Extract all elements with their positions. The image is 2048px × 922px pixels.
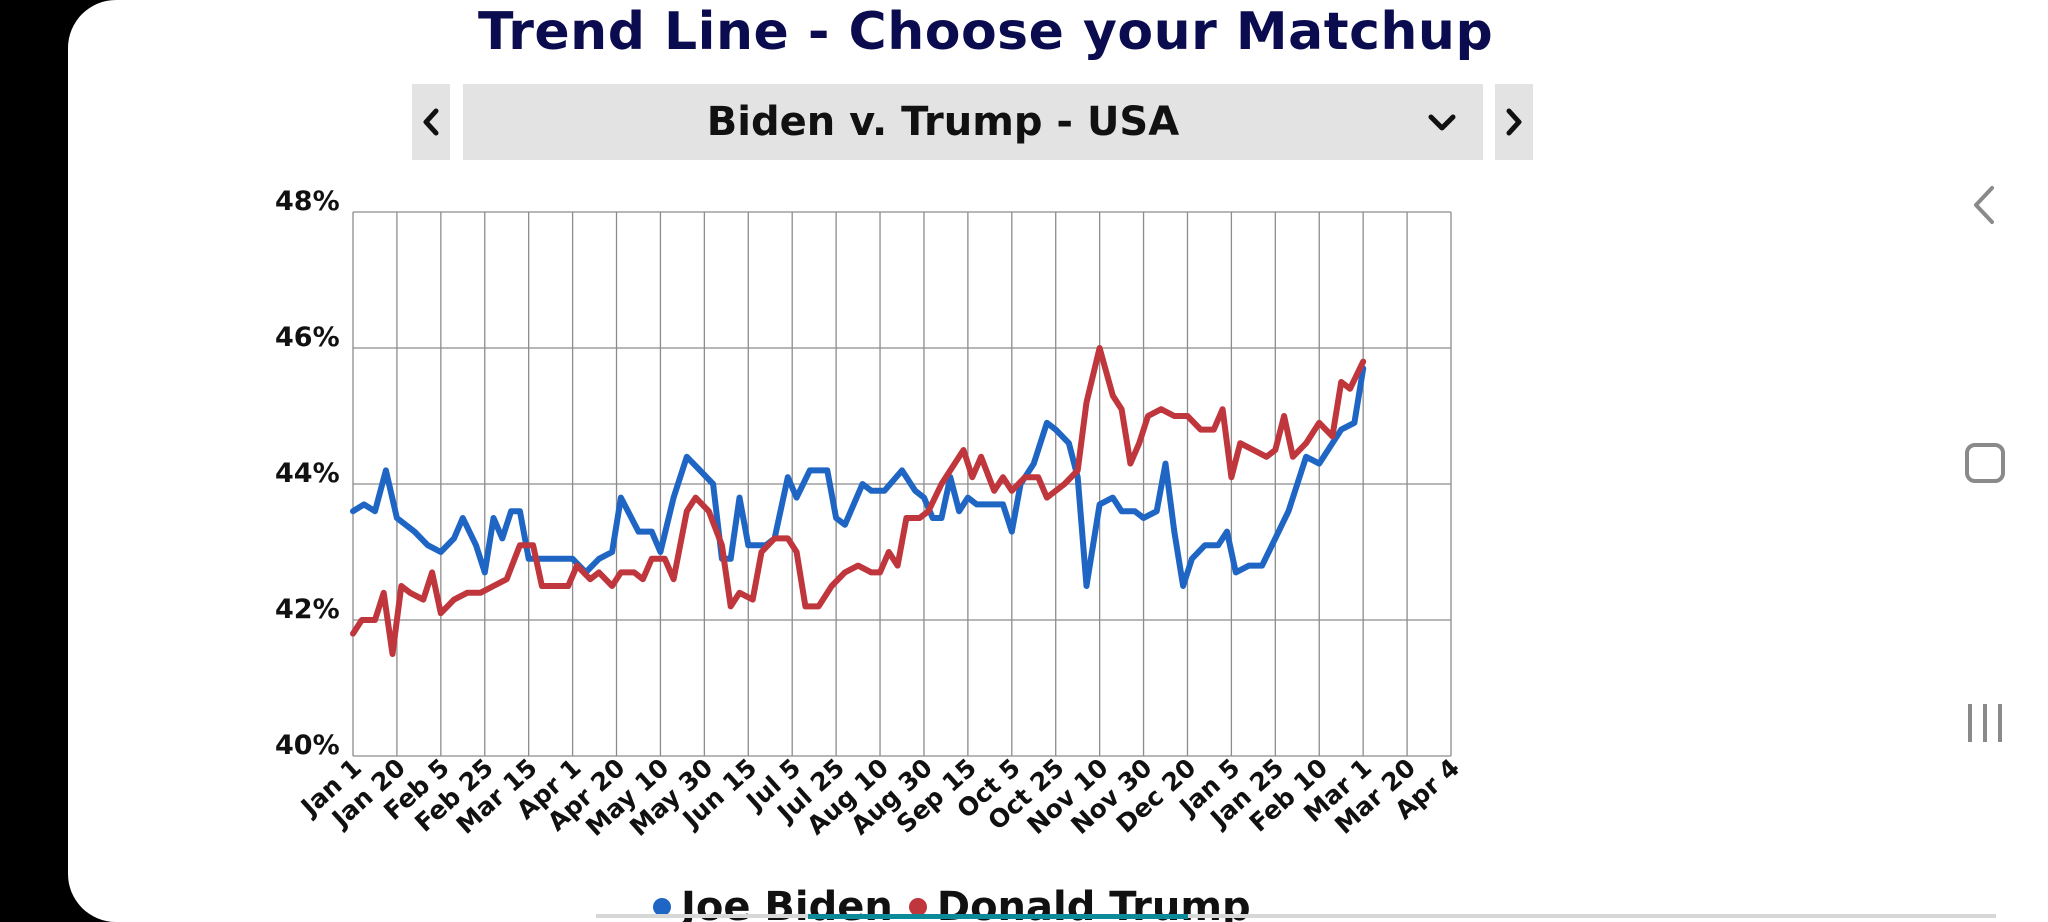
matchup-selected-label: Biden v. Trump - USA xyxy=(706,99,1180,145)
y-tick-label: 48% xyxy=(275,186,340,217)
app-screen: Trend Line - Choose your Matchup Biden v… xyxy=(68,0,2048,922)
scrollbar-track[interactable] xyxy=(596,914,1996,918)
legend-dot-trump xyxy=(908,898,927,916)
home-icon[interactable] xyxy=(1960,438,2010,488)
y-tick-label: 40% xyxy=(275,730,340,761)
scrollbar-thumb[interactable] xyxy=(808,914,1188,919)
y-tick-label: 44% xyxy=(275,458,340,489)
chevron-left-icon xyxy=(423,108,439,136)
back-icon[interactable] xyxy=(1960,180,2010,230)
y-tick-label: 42% xyxy=(275,594,340,625)
recents-icon[interactable] xyxy=(1960,698,2010,748)
chevron-down-icon xyxy=(1428,114,1456,131)
previous-matchup-button[interactable] xyxy=(412,84,450,160)
series-line-trump xyxy=(350,345,1367,657)
chevron-right-icon xyxy=(1506,108,1522,136)
matchup-dropdown[interactable]: Biden v. Trump - USA xyxy=(463,84,1483,160)
series-line-biden xyxy=(350,365,1367,589)
page-title: Trend Line - Choose your Matchup xyxy=(478,2,1494,62)
y-tick-label: 46% xyxy=(275,322,340,353)
next-matchup-button[interactable] xyxy=(1495,84,1533,160)
legend-dot-biden xyxy=(653,898,671,916)
